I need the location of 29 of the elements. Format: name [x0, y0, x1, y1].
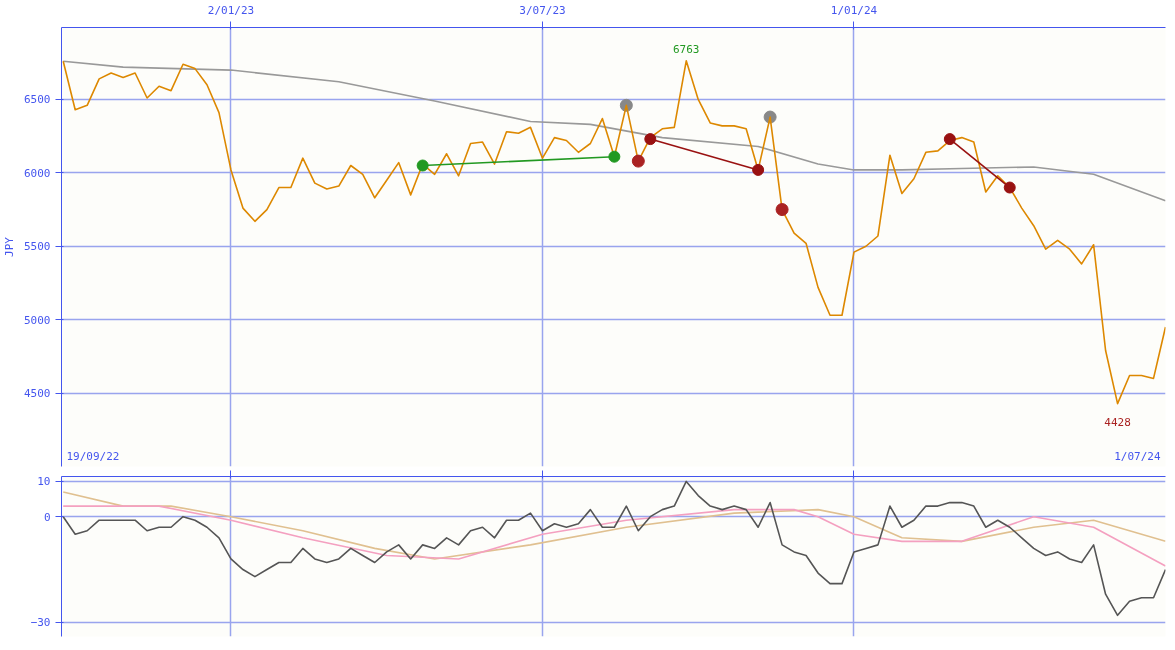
x-tick-label: 3/07/23 [519, 3, 566, 17]
point [1003, 181, 1016, 194]
point [775, 203, 789, 217]
line-series [62, 480, 1166, 617]
line-series [62, 60, 1166, 202]
point [644, 133, 657, 146]
point [943, 133, 956, 146]
y-axis-title: JPY [3, 236, 17, 257]
y-tick-label: −30 [30, 616, 51, 630]
x-tick-label: 2/01/23 [207, 3, 255, 17]
point [752, 163, 765, 176]
x-tick-label: 1/01/24 [830, 3, 878, 17]
y-tick-label: 5000 [24, 313, 51, 327]
annotation: 4428 [1104, 415, 1131, 429]
point [608, 150, 621, 163]
line-series [62, 505, 1166, 567]
point [416, 159, 429, 172]
line-series [62, 491, 1166, 560]
annotation: 1/07/24 [1114, 449, 1161, 463]
y-tick-label: 6500 [24, 93, 51, 107]
y-tick-label: 4500 [24, 387, 51, 401]
y-tick-label: 5500 [24, 240, 51, 254]
point [631, 154, 645, 168]
annotation: 19/09/22 [66, 449, 120, 463]
line-series [62, 60, 1166, 405]
y-tick-label: 6000 [24, 166, 51, 180]
y-tick-label: 10 [37, 475, 51, 489]
annotation: 6763 [673, 42, 700, 56]
y-tick-label: 0 [43, 510, 51, 524]
